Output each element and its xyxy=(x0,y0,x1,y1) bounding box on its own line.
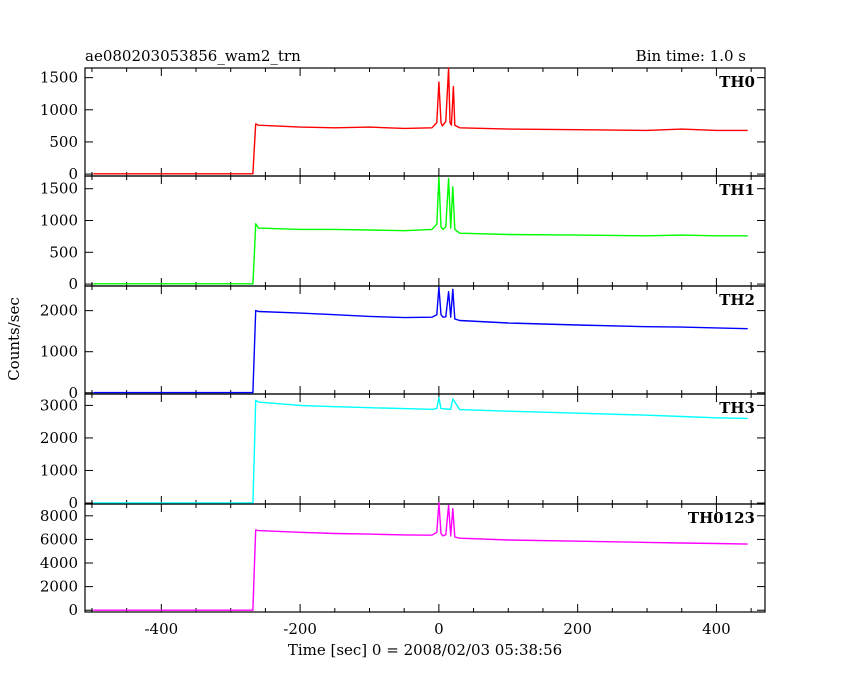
y-tick-label: 0 xyxy=(68,165,78,183)
panel-frame-th3 xyxy=(84,393,766,505)
series-label-th2: TH2 xyxy=(719,291,755,309)
series-line-th3 xyxy=(93,396,748,504)
y-tick-label: 6000 xyxy=(40,530,78,548)
x-axis-label: Time [sec] 0 = 2008/02/03 05:38:56 xyxy=(288,641,562,659)
y-tick-label: 0 xyxy=(68,601,78,619)
chart-title: ae080203053856_wam2_trn xyxy=(85,47,301,65)
bin-time-label: Bin time: 1.0 s xyxy=(636,47,746,65)
x-tick-label: -200 xyxy=(283,620,317,638)
x-tick-label: -400 xyxy=(144,620,178,638)
y-tick-label: 1000 xyxy=(40,212,78,230)
panel-frame-th1 xyxy=(84,175,766,287)
panel-frame-th0 xyxy=(84,67,766,177)
y-axis-label: Counts/sec xyxy=(5,297,23,381)
y-tick-label: 1000 xyxy=(40,461,78,479)
series-label-th1: TH1 xyxy=(719,181,755,199)
series-line-th0123 xyxy=(93,502,748,611)
y-tick-label: 0 xyxy=(68,384,78,402)
series-label-th0123: TH0123 xyxy=(688,509,755,527)
y-tick-label: 0 xyxy=(68,494,78,512)
y-tick-label: 4000 xyxy=(40,554,78,572)
y-tick-label: 0 xyxy=(68,275,78,293)
y-tick-label: 1500 xyxy=(40,180,78,198)
y-tick-label: 1000 xyxy=(40,101,78,119)
series-label-th3: TH3 xyxy=(719,399,755,417)
series-label-th0: TH0 xyxy=(719,73,755,91)
series-line-th0 xyxy=(93,67,748,175)
y-tick-label: 500 xyxy=(49,133,78,151)
series-line-th1 xyxy=(93,176,748,285)
y-tick-label: 1500 xyxy=(40,69,78,87)
y-tick-label: 8000 xyxy=(40,507,78,525)
x-tick-label: 200 xyxy=(563,620,592,638)
x-tick-label: 400 xyxy=(702,620,731,638)
y-tick-label: 2000 xyxy=(40,578,78,596)
y-tick-label: 2000 xyxy=(40,302,78,320)
y-tick-label: 500 xyxy=(49,243,78,261)
y-tick-label: 3000 xyxy=(40,396,78,414)
panel-frame-th0123 xyxy=(84,503,766,613)
x-tick-label: 0 xyxy=(434,620,444,638)
y-tick-label: 2000 xyxy=(40,429,78,447)
y-tick-label: 1000 xyxy=(40,343,78,361)
panel-frame-th2 xyxy=(84,285,766,395)
series-line-th2 xyxy=(93,286,748,394)
